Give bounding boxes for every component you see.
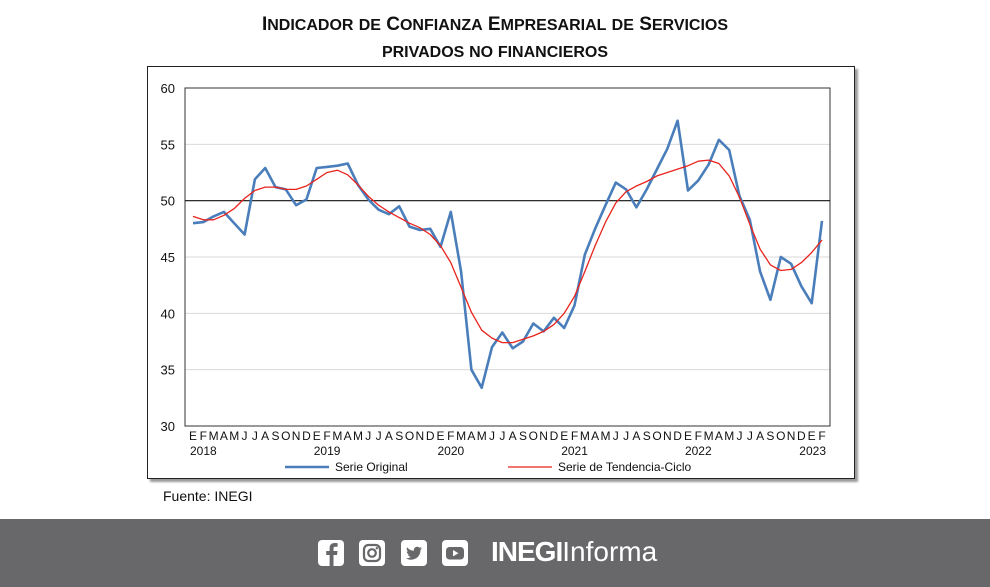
y-tick-label: 50 <box>161 194 175 209</box>
x-tick-label: A <box>467 429 475 443</box>
x-tick-label: O <box>529 429 538 443</box>
x-tick-label: D <box>426 429 435 443</box>
x-tick-label: F <box>323 429 330 443</box>
chart-title-line1: INDICADOR DE CONFIANZA EMPRESARIAL DE SE… <box>261 14 729 35</box>
x-tick-label: O <box>405 429 414 443</box>
x-tick-label: A <box>591 429 599 443</box>
x-tick-label: S <box>766 429 774 443</box>
x-tick-label: J <box>242 429 248 443</box>
y-tick-label: 30 <box>161 419 175 434</box>
x-tick-label: S <box>643 429 651 443</box>
x-tick-label: A <box>715 429 723 443</box>
series-original-line <box>192 119 824 390</box>
x-tick-label: M <box>353 429 363 443</box>
x-year-label: 2019 <box>314 444 341 458</box>
twitter-icon[interactable] <box>401 540 427 566</box>
x-tick-label: E <box>436 429 444 443</box>
chart-title-line2: PRIVADOS NO FINANCIEROS <box>381 44 609 61</box>
x-year-label: 2020 <box>437 444 464 458</box>
footer-bar: INEGIInforma <box>0 519 990 587</box>
x-tick-label: D <box>550 429 559 443</box>
x-tick-label: N <box>787 429 796 443</box>
x-tick-label: J <box>613 429 619 443</box>
x-tick-label: J <box>623 429 629 443</box>
x-tick-label: E <box>684 429 692 443</box>
x-tick-label: D <box>673 429 682 443</box>
x-tick-label: M <box>724 429 734 443</box>
x-tick-label: D <box>797 429 806 443</box>
youtube-icon[interactable] <box>442 540 468 566</box>
series-trend-line <box>192 159 823 344</box>
x-tick-label: M <box>456 429 466 443</box>
x-tick-label: S <box>395 429 403 443</box>
x-tick-label: F <box>818 429 825 443</box>
x-tick-label: A <box>344 429 352 443</box>
x-tick-label: N <box>663 429 672 443</box>
y-tick-label: 55 <box>161 137 175 152</box>
x-tick-label: M <box>332 429 342 443</box>
x-tick-label: F <box>571 429 578 443</box>
y-tick-label: 40 <box>161 306 175 321</box>
inegi-informa-logo: INEGIInforma <box>491 536 658 567</box>
x-tick-label: E <box>560 429 568 443</box>
x-tick-label: A <box>385 429 393 443</box>
instagram-icon[interactable] <box>359 540 385 566</box>
x-tick-label: F <box>200 429 207 443</box>
y-tick-label: 35 <box>161 363 175 378</box>
y-tick-label: 60 <box>161 81 175 96</box>
source-note: Fuente: INEGI <box>163 488 253 504</box>
x-tick-label: A <box>220 429 228 443</box>
x-tick-label: D <box>302 429 311 443</box>
x-tick-label: M <box>209 429 219 443</box>
x-year-label: 2021 <box>561 444 588 458</box>
x-tick-label: J <box>365 429 371 443</box>
x-tick-label: M <box>580 429 590 443</box>
x-tick-label: F <box>447 429 454 443</box>
x-tick-label: J <box>376 429 382 443</box>
x-year-label: 2018 <box>190 444 217 458</box>
facebook-icon[interactable] <box>318 540 344 566</box>
x-tick-label: N <box>292 429 301 443</box>
x-tick-label: J <box>489 429 495 443</box>
legend-label: Serie Original <box>335 460 408 474</box>
plot-area <box>184 87 831 427</box>
x-tick-label: E <box>313 429 321 443</box>
x-tick-label: A <box>756 429 764 443</box>
x-tick-label: N <box>416 429 425 443</box>
x-tick-label: J <box>252 429 258 443</box>
x-tick-label: M <box>704 429 714 443</box>
y-tick-label: 45 <box>161 250 175 265</box>
x-tick-label: O <box>281 429 290 443</box>
x-tick-label: S <box>271 429 279 443</box>
x-tick-label: J <box>499 429 505 443</box>
x-tick-label: A <box>632 429 640 443</box>
x-tick-label: M <box>229 429 239 443</box>
legend-label: Serie de Tendencia-Ciclo <box>558 460 692 474</box>
x-tick-label: A <box>509 429 517 443</box>
x-tick-label: J <box>737 429 743 443</box>
chart-frame: 30 35 40 45 50 55 60 E F M A M J J A S O N D E F M A M J J A S O N D E F… <box>147 66 855 479</box>
x-tick-label: E <box>808 429 816 443</box>
x-year-label: 2022 <box>685 444 712 458</box>
x-tick-label: J <box>747 429 753 443</box>
x-tick-label: N <box>539 429 548 443</box>
x-tick-label: O <box>652 429 661 443</box>
x-tick-label: O <box>776 429 785 443</box>
x-tick-label: S <box>519 429 527 443</box>
x-year-label: 2023 <box>799 444 826 458</box>
x-tick-label: F <box>695 429 702 443</box>
x-tick-label: A <box>261 429 269 443</box>
x-tick-label: E <box>189 429 197 443</box>
x-tick-label: M <box>600 429 610 443</box>
x-tick-label: M <box>477 429 487 443</box>
